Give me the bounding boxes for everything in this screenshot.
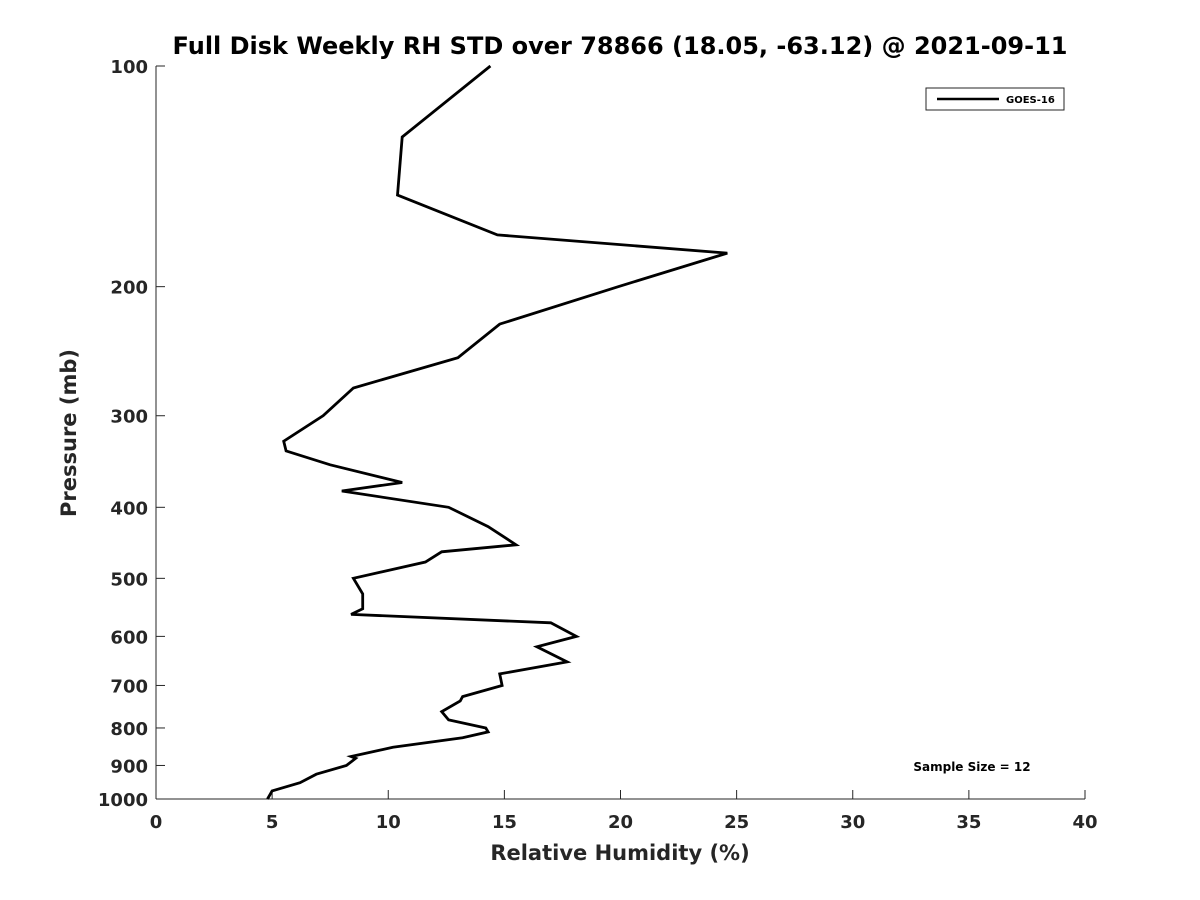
series-layer — [266, 64, 728, 800]
y-tick-label: 100 — [110, 57, 148, 78]
x-axis-label: Relative Humidity (%) — [490, 841, 749, 865]
y-tick-label: 500 — [110, 569, 148, 590]
y-tick-label: 600 — [110, 627, 148, 648]
x-tick-label: 25 — [724, 812, 749, 833]
x-tick-label: 30 — [840, 812, 865, 833]
x-tick-label: 10 — [376, 812, 401, 833]
y-tick-label: 1000 — [98, 790, 148, 811]
y-tick-label: 900 — [110, 756, 148, 777]
x-tick-label: 15 — [492, 812, 517, 833]
y-axis-label: Pressure (mb) — [57, 349, 81, 517]
plot-area: 0 5 10 15 20 25 30 35 40 100 200 300 400 500 600 700 80… — [98, 57, 1098, 833]
series-line-goes-16 — [266, 64, 728, 800]
y-tick-label: 300 — [110, 407, 148, 428]
x-tick-label: 20 — [608, 812, 633, 833]
chart-title: Full Disk Weekly RH STD over 78866 (18.0… — [173, 32, 1068, 60]
y-ticks: 100 200 300 400 500 600 700 800 900 1000 — [98, 57, 165, 811]
x-tick-label: 35 — [956, 812, 981, 833]
y-tick-label: 800 — [110, 719, 148, 740]
y-tick-label: 700 — [110, 676, 148, 697]
x-tick-label: 0 — [150, 812, 163, 833]
legend-label-goes-16: GOES-16 — [1006, 95, 1055, 106]
sample-size-annotation: Sample Size = 12 — [913, 760, 1030, 774]
legend: GOES-16 — [925, 87, 1065, 111]
y-tick-label: 400 — [110, 498, 148, 519]
x-tick-label: 5 — [266, 812, 279, 833]
x-tick-label: 40 — [1072, 812, 1097, 833]
y-tick-label: 200 — [110, 278, 148, 299]
x-ticks: 0 5 10 15 20 25 30 35 40 — [150, 790, 1098, 833]
